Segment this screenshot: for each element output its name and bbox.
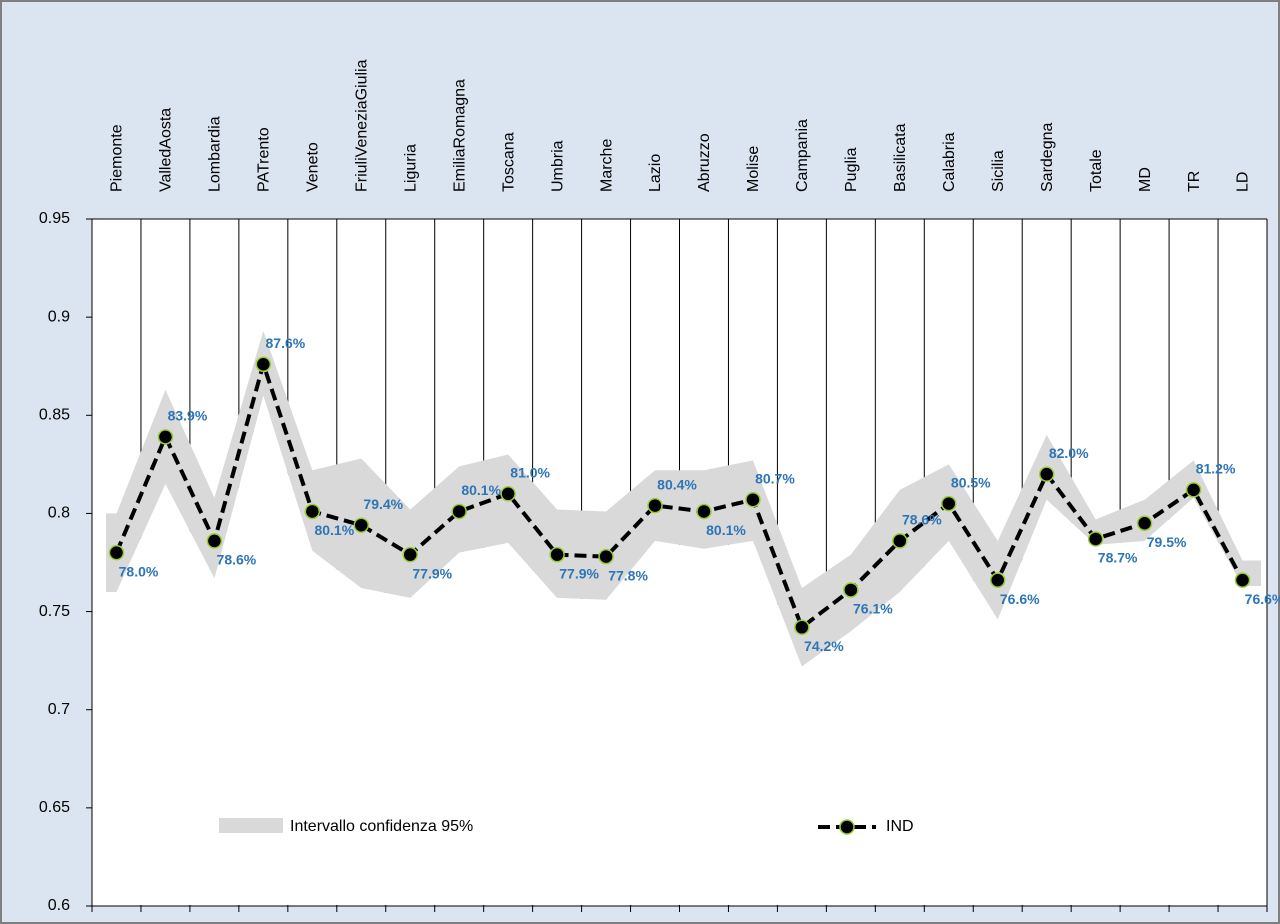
marker xyxy=(843,582,859,598)
marker xyxy=(794,619,810,636)
marker xyxy=(941,495,957,512)
value-label: 80.5% xyxy=(951,474,991,490)
value-label: 87.6% xyxy=(266,335,306,351)
marker xyxy=(696,503,712,520)
y-tick-label: 0.8 xyxy=(48,505,70,522)
x-tick-label: EmiliaRomagna xyxy=(451,79,468,192)
x-tick-label: Lazio xyxy=(647,154,664,192)
value-label: 80.1% xyxy=(314,522,354,538)
value-label: 78.6% xyxy=(217,552,257,568)
marker xyxy=(1234,572,1251,588)
y-tick-label: 0.75 xyxy=(39,603,70,620)
value-label: 79.4% xyxy=(363,496,403,512)
marker xyxy=(1038,466,1055,482)
value-label: 80.7% xyxy=(755,470,795,486)
x-tick-label: ValledAosta xyxy=(158,108,175,192)
value-label: 80.4% xyxy=(657,476,697,492)
x-tick-label: Molise xyxy=(745,146,762,192)
series-line xyxy=(114,357,1245,631)
value-label: 77.8% xyxy=(608,567,648,583)
y-tick-label: 0.9 xyxy=(48,308,70,325)
y-tick-label: 0.6 xyxy=(48,897,70,914)
marker xyxy=(892,533,908,549)
legend-marker xyxy=(839,819,855,835)
value-label: 79.5% xyxy=(1147,534,1187,550)
x-tick-label: Marche xyxy=(598,139,615,192)
value-label: 76.6% xyxy=(1000,591,1040,607)
value-label: 83.9% xyxy=(168,408,208,424)
marker xyxy=(255,356,272,373)
x-tick-label: LD xyxy=(1235,172,1252,192)
x-tick-label: TR xyxy=(1186,171,1203,192)
marker xyxy=(745,491,761,508)
x-tick-label: Toscana xyxy=(500,132,517,192)
marker xyxy=(206,533,223,549)
confidence-band xyxy=(106,330,1261,667)
legend-label: IND xyxy=(886,818,914,835)
value-label: 76.6% xyxy=(1245,591,1280,607)
marker xyxy=(451,503,467,520)
value-label: 80.1% xyxy=(706,522,746,538)
marker xyxy=(353,517,370,533)
x-tick-label: Umbria xyxy=(549,140,566,192)
value-label: 76.1% xyxy=(853,601,893,617)
marker xyxy=(304,503,321,520)
x-tick-label: Basilicata xyxy=(892,123,909,192)
x-tick-label: Sardegna xyxy=(1039,123,1056,192)
value-label: 77.9% xyxy=(559,565,599,581)
x-tick-label: FriuliVeneziaGiulia xyxy=(353,59,370,192)
value-label: 80.1% xyxy=(461,482,501,498)
value-label: 82.0% xyxy=(1049,445,1089,461)
x-tick-label: Calabria xyxy=(941,132,958,192)
y-tick-label: 0.95 xyxy=(39,210,70,227)
value-label: 74.2% xyxy=(804,638,844,654)
x-tick-label: PATrento xyxy=(256,127,273,192)
y-tick-label: 0.65 xyxy=(39,799,70,816)
marker xyxy=(1087,531,1104,547)
marker xyxy=(500,486,516,502)
y-tick-label: 0.7 xyxy=(48,701,70,718)
marker xyxy=(598,548,614,565)
legend-label: Intervallo confidenza 95% xyxy=(290,818,473,835)
x-tick-label: MD xyxy=(1137,167,1154,192)
marker xyxy=(108,544,125,561)
marker xyxy=(647,497,663,514)
value-label: 77.9% xyxy=(412,565,452,581)
x-tick-label: Veneto xyxy=(305,142,322,192)
value-label: 78.7% xyxy=(1098,550,1138,566)
marker xyxy=(402,546,418,563)
marker xyxy=(989,572,1006,588)
x-tick-label: Liguria xyxy=(402,144,419,192)
x-tick-label: Lombardia xyxy=(207,116,224,192)
value-label: 78.0% xyxy=(119,563,159,579)
marker xyxy=(157,429,174,445)
x-tick-label: Campania xyxy=(794,119,811,192)
band-mask xyxy=(92,395,1267,905)
x-tick-label: Sicilia xyxy=(990,150,1007,192)
x-tick-label: Piemonte xyxy=(109,124,126,192)
x-tick-label: Puglia xyxy=(843,147,860,192)
marker xyxy=(549,546,565,563)
y-tick-label: 0.85 xyxy=(39,407,70,424)
value-label: 81.2% xyxy=(1196,461,1236,477)
legend-swatch xyxy=(219,818,283,833)
value-label: 78.6% xyxy=(902,512,942,528)
x-tick-label: Abruzzo xyxy=(696,133,713,192)
x-tick-label: Totale xyxy=(1088,149,1105,192)
marker xyxy=(1185,482,1202,498)
marker xyxy=(1136,515,1153,531)
value-label: 81.0% xyxy=(510,465,550,481)
